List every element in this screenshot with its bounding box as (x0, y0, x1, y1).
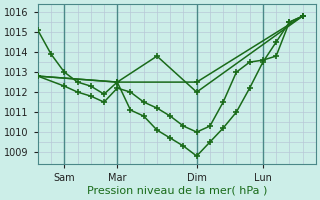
X-axis label: Pression niveau de la mer( hPa ): Pression niveau de la mer( hPa ) (87, 186, 267, 196)
